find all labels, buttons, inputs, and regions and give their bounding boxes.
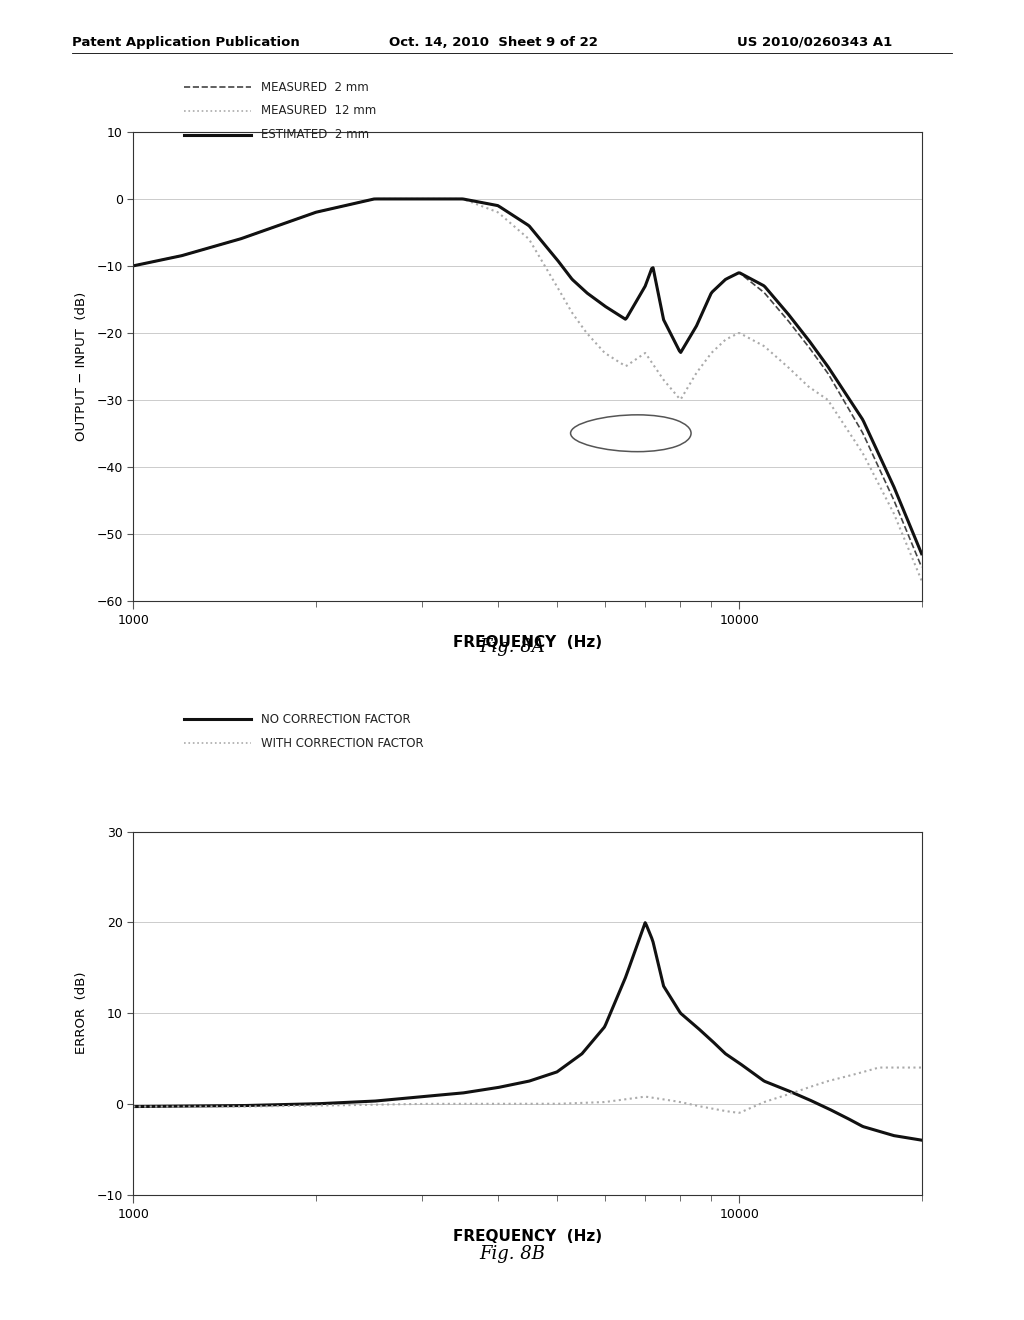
Text: Fig. 8B: Fig. 8B	[479, 1245, 545, 1263]
Text: Oct. 14, 2010  Sheet 9 of 22: Oct. 14, 2010 Sheet 9 of 22	[389, 36, 598, 49]
Text: ESTIMATED  2 mm: ESTIMATED 2 mm	[261, 128, 370, 141]
Text: MEASURED  12 mm: MEASURED 12 mm	[261, 104, 377, 117]
Y-axis label: ERROR  (dB): ERROR (dB)	[75, 972, 88, 1055]
Text: WITH CORRECTION FACTOR: WITH CORRECTION FACTOR	[261, 737, 424, 750]
Text: Fig. 8A: Fig. 8A	[479, 638, 545, 656]
Text: Patent Application Publication: Patent Application Publication	[72, 36, 299, 49]
Text: US 2010/0260343 A1: US 2010/0260343 A1	[737, 36, 893, 49]
Text: MEASURED  2 mm: MEASURED 2 mm	[261, 81, 369, 94]
X-axis label: FREQUENCY  (Hz): FREQUENCY (Hz)	[453, 1229, 602, 1245]
X-axis label: FREQUENCY  (Hz): FREQUENCY (Hz)	[453, 635, 602, 651]
Y-axis label: OUTPUT − INPUT  (dB): OUTPUT − INPUT (dB)	[75, 292, 88, 441]
Text: NO CORRECTION FACTOR: NO CORRECTION FACTOR	[261, 713, 411, 726]
